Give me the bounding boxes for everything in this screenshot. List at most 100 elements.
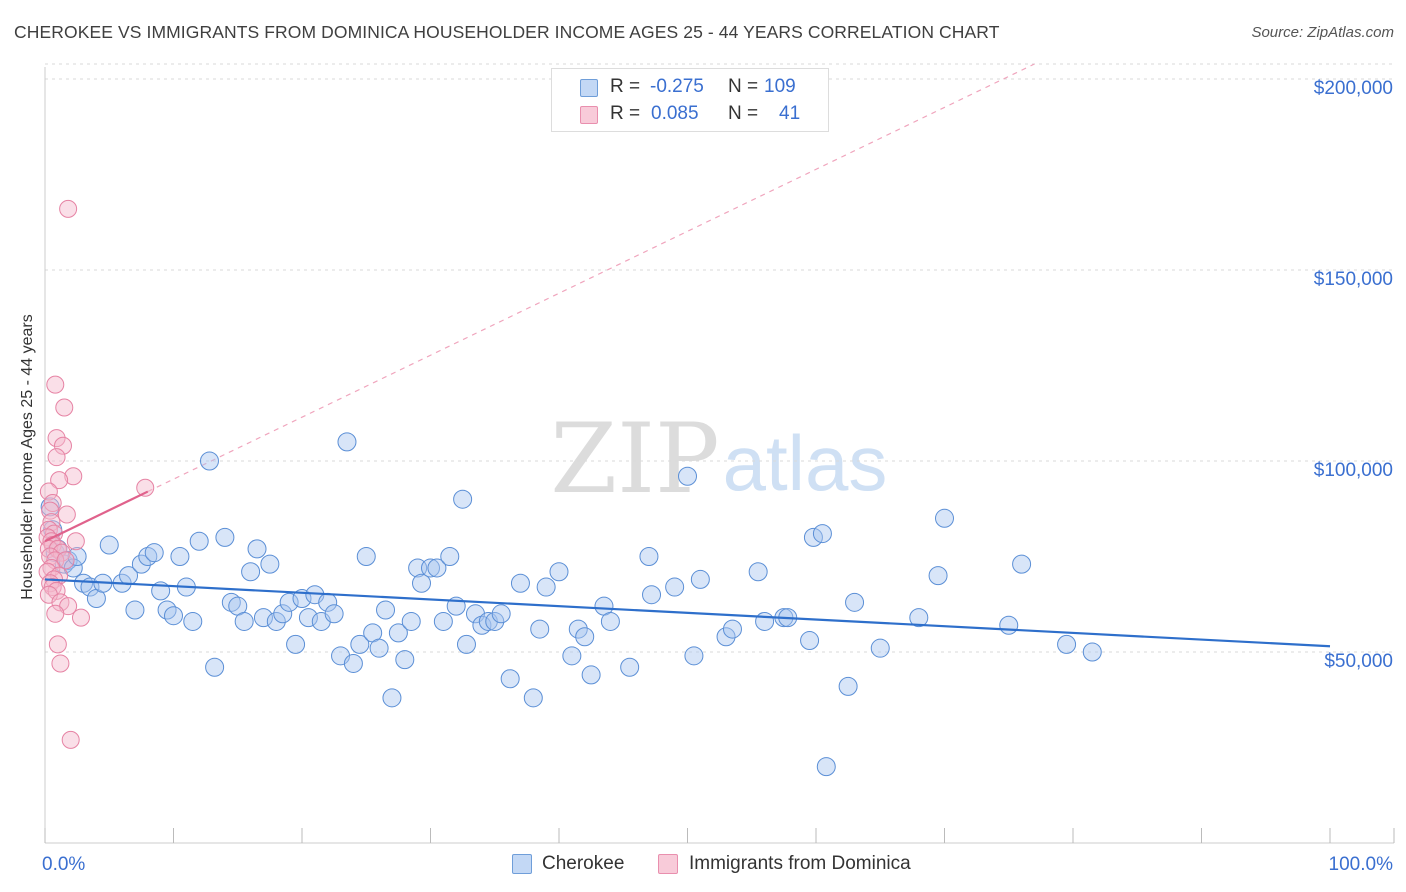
- dominica-trend-extension: [147, 63, 1035, 493]
- chart-title: CHEROKEE VS IMMIGRANTS FROM DOMINICA HOU…: [14, 22, 1000, 42]
- y-tick-label: $50,000: [1324, 651, 1393, 672]
- cherokee-point: [800, 631, 820, 651]
- cherokee-legend-swatch: [512, 854, 532, 874]
- cherokee-trend-line: [44, 578, 1331, 648]
- cherokee-point: [131, 554, 151, 574]
- cherokee-point: [170, 547, 190, 566]
- dominica-point: [39, 482, 58, 501]
- cherokee-point: [639, 547, 659, 566]
- cherokee-point: [382, 688, 402, 708]
- dominica-point: [48, 635, 67, 654]
- cherokee-point: [343, 653, 363, 673]
- cherokee-point: [183, 611, 203, 631]
- cherokee-point: [63, 558, 83, 578]
- cherokee-point: [388, 623, 408, 643]
- cherokee-point: [273, 604, 293, 624]
- cherokee-point: [199, 451, 219, 471]
- cherokee-point: [500, 669, 520, 689]
- cherokee-point: [665, 577, 685, 597]
- cherokee-point: [260, 554, 280, 574]
- watermark-atlas: atlas: [723, 419, 888, 507]
- cherokee-point: [286, 634, 306, 654]
- cherokee-point: [491, 604, 511, 624]
- cherokee-point: [99, 535, 119, 555]
- dominica-point: [64, 467, 83, 486]
- cherokee-point: [253, 608, 273, 628]
- legend-r-value: 0.085: [651, 103, 699, 124]
- y-tick-label: $200,000: [1314, 78, 1393, 99]
- y-tick-label: $150,000: [1314, 269, 1393, 290]
- cherokee-point: [678, 466, 697, 486]
- cherokee-point: [369, 638, 389, 658]
- cherokee-point: [376, 600, 396, 620]
- cherokee-point: [716, 627, 736, 647]
- cherokee-point: [581, 665, 601, 685]
- dominica-point: [66, 532, 85, 551]
- cherokee-point: [356, 547, 376, 566]
- cherokee-point: [935, 508, 954, 528]
- legend-label-dominica: Immigrants from Dominica: [689, 853, 911, 874]
- cherokee-point: [575, 627, 595, 647]
- cherokee-point: [164, 606, 183, 626]
- cherokee-point: [395, 650, 415, 670]
- dominica-trend-line: [44, 490, 149, 543]
- cherokee-point: [1057, 634, 1077, 654]
- cherokee-point: [440, 547, 460, 566]
- cherokee-point: [845, 592, 865, 612]
- cherokee-point: [125, 600, 145, 620]
- source-label: Source: ZipAtlas.com: [1251, 24, 1394, 41]
- cherokee-point: [144, 543, 164, 563]
- legend-r-value: -0.275: [650, 76, 704, 97]
- legend-n-value: 41: [779, 103, 801, 124]
- dominica-swatch: [580, 106, 598, 124]
- cherokee-point: [530, 619, 550, 639]
- cherokee-point: [722, 619, 742, 639]
- cherokee-point: [412, 573, 432, 593]
- cherokee-point: [401, 611, 421, 631]
- watermark-zip: ZIP: [550, 403, 719, 515]
- cherokee-point: [536, 577, 556, 597]
- cherokee-point: [523, 688, 543, 708]
- cherokee-point: [510, 573, 530, 593]
- legend-r-label: R =: [610, 76, 641, 97]
- cherokee-point: [600, 611, 620, 631]
- cherokee-point: [456, 634, 476, 654]
- legend-label-cherokee: Cherokee: [542, 853, 625, 874]
- cherokee-point: [421, 558, 440, 578]
- cherokee-point: [298, 608, 318, 628]
- cherokee-point: [690, 569, 710, 589]
- cherokee-point: [870, 638, 890, 658]
- cherokee-point: [337, 432, 357, 452]
- x-tick-label: 100.0%: [1329, 854, 1394, 875]
- legend-n-label: N =: [728, 76, 759, 97]
- cherokee-point: [279, 592, 299, 612]
- cherokee-point: [266, 611, 286, 631]
- dominica-point: [59, 199, 78, 218]
- dominica-point: [57, 505, 76, 524]
- dominica-point: [136, 478, 155, 497]
- cherokee-point: [189, 531, 209, 551]
- dominica-point: [46, 604, 65, 623]
- dominica-point: [46, 375, 65, 394]
- cherokee-point: [642, 585, 662, 605]
- dominica-point: [56, 551, 75, 570]
- cherokee-point: [433, 611, 453, 631]
- dominica-point: [53, 436, 72, 455]
- cherokee-point: [350, 634, 370, 654]
- legend-n-label: N =: [728, 103, 759, 124]
- cherokee-point: [1012, 554, 1032, 574]
- cherokee-point: [324, 604, 344, 624]
- cherokee-point: [562, 646, 582, 666]
- cherokee-point: [549, 562, 569, 582]
- y-tick-label: $100,000: [1314, 460, 1393, 481]
- cherokee-point: [816, 757, 836, 777]
- cherokee-point: [684, 646, 704, 666]
- cherokee-point: [838, 676, 858, 696]
- cherokee-point: [205, 657, 225, 677]
- legend-n-value: 109: [764, 76, 796, 97]
- dominica-point: [50, 471, 69, 490]
- cherokee-point: [909, 608, 929, 628]
- series-legend: Cherokee Immigrants from Dominica: [0, 852, 1406, 878]
- cherokee-point: [1082, 642, 1102, 662]
